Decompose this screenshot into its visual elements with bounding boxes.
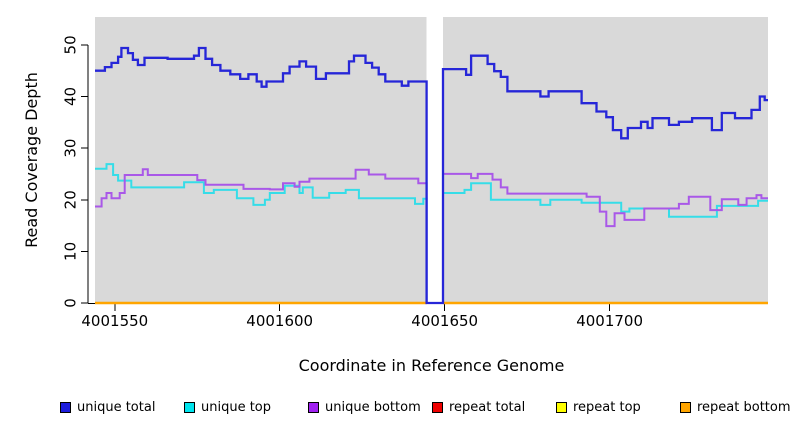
legend-item-repeat-total: repeat total [432, 398, 525, 416]
y-tick-label: 0 [62, 298, 80, 308]
legend-swatch-icon [432, 401, 443, 413]
y-tick-label: 20 [62, 190, 80, 209]
y-tick-label: 10 [62, 242, 80, 261]
x-tick-label: 4001550 [81, 312, 148, 330]
legend-item-unique-bottom: unique bottom [308, 398, 421, 416]
legend-swatch-icon [556, 401, 567, 413]
x-tick-label: 4001700 [576, 312, 643, 330]
legend-label: repeat total [449, 399, 526, 415]
legend-swatch-icon [680, 401, 691, 413]
legend-item-unique-total: unique total [60, 398, 155, 416]
legend-label: unique top [201, 399, 272, 415]
chart-svg: 0 10 20 30 40 50 4001550 4001600 4001650 4001700 [62, 16, 768, 330]
y-tick-label: 50 [62, 35, 80, 54]
legend-label: repeat bottom [697, 399, 791, 415]
series-line-unique-total [95, 46, 768, 305]
legend-item-repeat-top: repeat top [556, 398, 641, 416]
legend-item-unique-top: unique top [184, 398, 271, 416]
y-axis-title: Read Coverage Depth [22, 72, 41, 248]
x-tick-label: 4001650 [411, 312, 478, 330]
legend-label: unique total [77, 399, 156, 415]
legend: unique total unique top unique bottom repea… [0, 398, 792, 418]
series-line-unique-top [95, 163, 768, 304]
y-tick-label: 40 [62, 87, 80, 106]
legend-swatch-icon [308, 401, 319, 413]
legend-item-repeat-bottom: repeat bottom [680, 398, 791, 416]
x-axis-title: Coordinate in Reference Genome [298, 356, 565, 375]
no-data-gap [426, 16, 444, 305]
y-tick-label: 30 [62, 139, 80, 158]
x-tick-label: 4001600 [246, 312, 313, 330]
legend-label: repeat top [573, 399, 641, 415]
legend-swatch-icon [60, 401, 71, 413]
legend-label: unique bottom [325, 399, 421, 415]
legend-swatch-icon [184, 401, 195, 413]
